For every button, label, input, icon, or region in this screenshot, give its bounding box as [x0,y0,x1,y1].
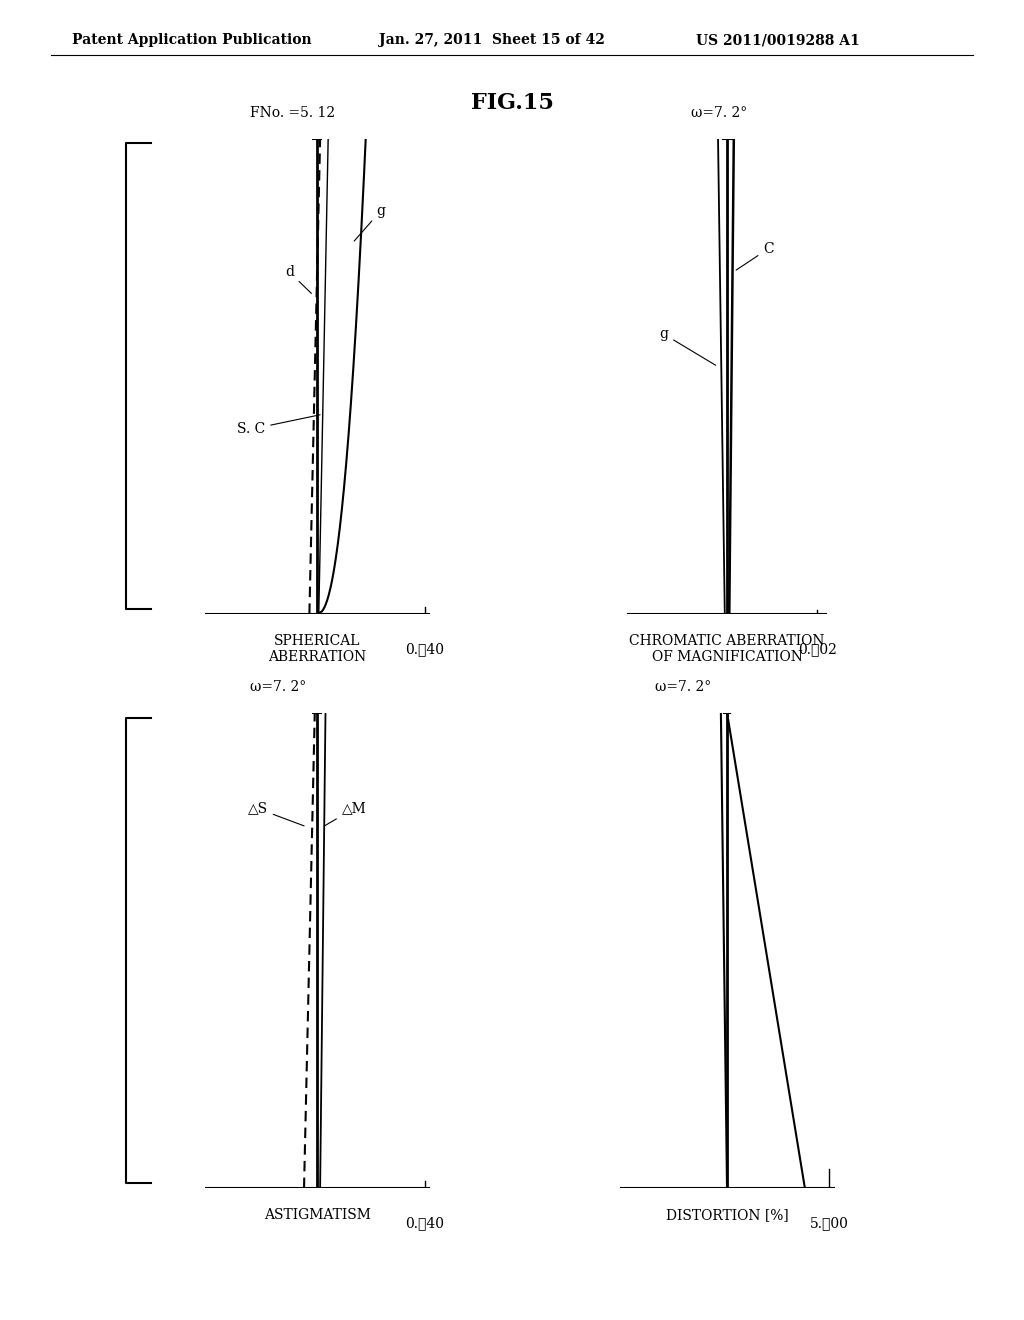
Text: US 2011/0019288 A1: US 2011/0019288 A1 [696,33,860,48]
Text: 0.˸40: 0.˸40 [406,643,444,656]
Text: △M: △M [326,801,367,825]
Text: ASTIGMATISM: ASTIGMATISM [264,1208,371,1222]
Text: 0.˸40: 0.˸40 [406,1217,444,1230]
Text: CHROMATIC ABERRATION
OF MAGNIFICATION: CHROMATIC ABERRATION OF MAGNIFICATION [630,634,824,664]
Text: C: C [736,242,774,271]
Text: SPHERICAL
ABERRATION: SPHERICAL ABERRATION [268,634,367,664]
Text: FIG.15: FIG.15 [471,92,553,115]
Text: ω=7. 2°: ω=7. 2° [251,680,306,694]
Text: FNo. =5. 12: FNo. =5. 12 [251,106,336,120]
Text: g: g [354,203,385,242]
Text: ω=7. 2°: ω=7. 2° [691,106,748,120]
Text: △S: △S [248,801,304,826]
Text: S. C: S. C [237,414,321,436]
Text: 5.˸00: 5.˸00 [810,1217,849,1230]
Text: d: d [286,265,311,293]
Text: DISTORTION [%]: DISTORTION [%] [666,1208,788,1222]
Text: g: g [659,327,716,366]
Text: ω=7. 2°: ω=7. 2° [655,680,712,694]
Text: 0.˸02: 0.˸02 [798,643,837,656]
Text: Jan. 27, 2011  Sheet 15 of 42: Jan. 27, 2011 Sheet 15 of 42 [379,33,605,48]
Text: Patent Application Publication: Patent Application Publication [72,33,311,48]
